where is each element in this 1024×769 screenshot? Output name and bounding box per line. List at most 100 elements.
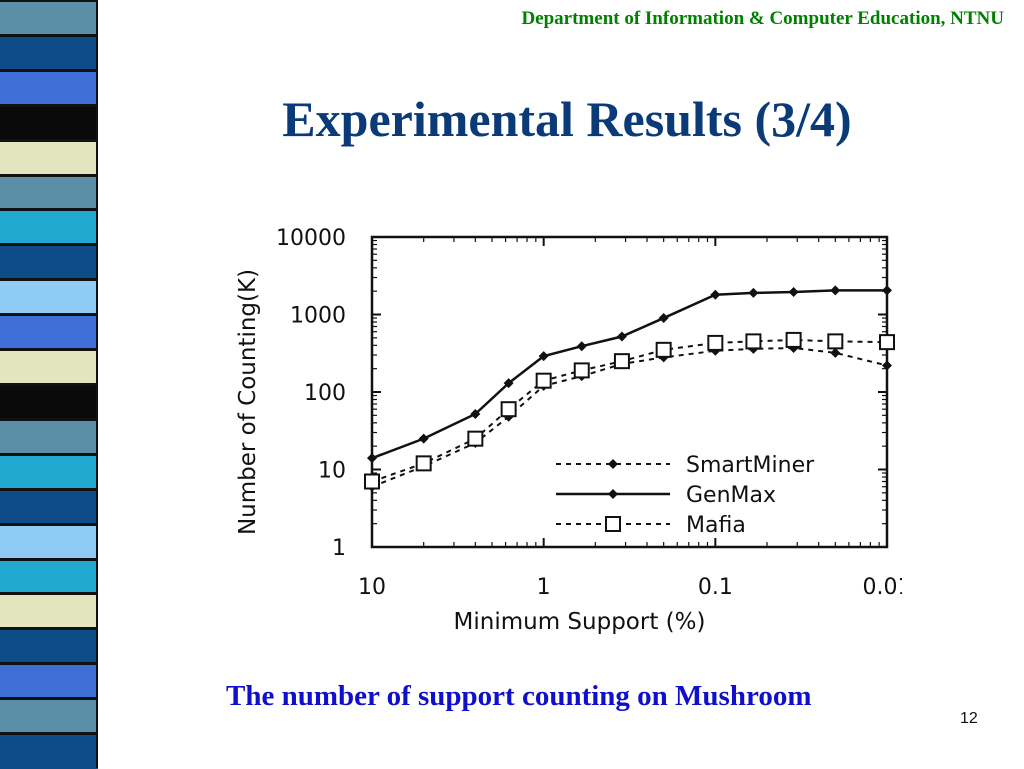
stripe-block bbox=[0, 314, 98, 351]
mafia-point bbox=[745, 333, 762, 350]
legend-label-smartminer: SmartMiner bbox=[686, 453, 815, 478]
x-tick-label: 0.1 bbox=[698, 575, 733, 600]
genmax-point bbox=[418, 433, 429, 444]
stripe-divider bbox=[0, 0, 98, 2]
stripe-block bbox=[0, 418, 98, 455]
plot-border bbox=[370, 235, 889, 549]
mafia-point bbox=[827, 333, 844, 350]
legend-marker-mafia bbox=[605, 516, 621, 532]
stripe-block bbox=[0, 488, 98, 525]
stripe-block bbox=[0, 349, 98, 385]
stripe-divider bbox=[0, 278, 98, 282]
x-tick-label: 1 bbox=[537, 575, 551, 600]
stripe-block bbox=[0, 698, 98, 735]
x-tick-label: 10 bbox=[358, 575, 386, 600]
stripe-block bbox=[0, 69, 98, 106]
series-layer bbox=[364, 285, 895, 492]
mafia-point bbox=[573, 362, 590, 379]
stripe-block bbox=[0, 593, 98, 630]
genmax-point bbox=[470, 409, 481, 420]
stripe-divider bbox=[0, 173, 98, 177]
axis-ticks bbox=[371, 236, 888, 548]
mafia-point bbox=[707, 334, 724, 351]
genmax-point bbox=[658, 313, 669, 324]
stripe-divider bbox=[0, 383, 98, 386]
stripe-block bbox=[0, 453, 98, 490]
y-tick-label: 1000 bbox=[290, 304, 346, 329]
genmax-point bbox=[830, 285, 841, 296]
stripe-divider bbox=[0, 417, 98, 421]
stripe-divider bbox=[0, 522, 98, 526]
genmax-point bbox=[367, 453, 377, 464]
stripe-block bbox=[0, 384, 98, 420]
stripe-divider bbox=[0, 732, 98, 736]
stripe-divider bbox=[0, 103, 98, 107]
y-axis-label: Number of Counting(K) bbox=[235, 269, 261, 535]
stripe-divider bbox=[0, 487, 98, 491]
stripe-block bbox=[0, 244, 98, 281]
stripe-divider bbox=[0, 662, 98, 666]
stripe-edge bbox=[96, 0, 98, 768]
y-tick-label: 100 bbox=[304, 381, 346, 406]
legend-label-mafia: Mafia bbox=[686, 513, 746, 538]
legend: SmartMiner GenMax Mafia bbox=[556, 453, 815, 538]
legend-marker-genmax bbox=[608, 489, 618, 499]
stripe-block bbox=[0, 733, 98, 769]
stripe-divider bbox=[0, 452, 98, 456]
stripe-divider bbox=[0, 627, 98, 631]
stripe-divider bbox=[0, 68, 98, 72]
genmax-point bbox=[538, 351, 549, 362]
slide-title: Experimental Results (3/4) bbox=[282, 91, 852, 147]
series-genmax bbox=[367, 285, 892, 464]
smartminer-point bbox=[788, 342, 799, 353]
stripe-divider bbox=[0, 208, 98, 212]
stripe-block bbox=[0, 558, 98, 595]
plot-frame bbox=[370, 235, 889, 549]
mafia-point bbox=[467, 430, 484, 447]
stripe-block bbox=[0, 209, 98, 246]
stripe-block bbox=[0, 174, 98, 211]
page-number: 12 bbox=[960, 710, 978, 727]
stripe-divider bbox=[0, 557, 98, 561]
stripe-divider bbox=[0, 313, 98, 317]
department-header: Department of Information & Computer Edu… bbox=[521, 8, 1004, 29]
mafia-point bbox=[535, 372, 552, 389]
legend-marker-smartminer bbox=[608, 459, 618, 469]
stripe-divider bbox=[0, 138, 98, 142]
y-tick-label: 10000 bbox=[276, 226, 346, 251]
stripe-block bbox=[0, 34, 98, 71]
stripe-block bbox=[0, 104, 98, 141]
stripe-divider bbox=[0, 243, 98, 247]
genmax-point bbox=[748, 287, 759, 298]
stripe-block bbox=[0, 0, 98, 36]
stripe-divider bbox=[0, 348, 98, 352]
chart-caption: The number of support counting on Mushro… bbox=[226, 680, 812, 712]
stripe-block bbox=[0, 279, 98, 316]
x-tick-label: 0.01 bbox=[863, 575, 902, 600]
mafia-point bbox=[364, 473, 380, 490]
legend-label-genmax: GenMax bbox=[686, 483, 776, 508]
stripe-block bbox=[0, 523, 98, 560]
genmax-point bbox=[576, 341, 587, 352]
stripe-divider bbox=[0, 592, 98, 596]
mafia-point bbox=[785, 331, 802, 348]
smartminer-point bbox=[882, 360, 892, 371]
genmax-point bbox=[616, 331, 627, 342]
genmax-point bbox=[710, 289, 721, 300]
mafia-point bbox=[879, 334, 895, 351]
genmax-line bbox=[371, 289, 887, 460]
genmax-point bbox=[503, 378, 514, 389]
stripe-block bbox=[0, 139, 98, 176]
y-tick-label: 10 bbox=[318, 459, 346, 484]
mafia-point bbox=[655, 341, 672, 358]
stripe-block bbox=[0, 628, 98, 665]
support-counting-chart: 1 10 100 1000 10000 10 1 0.1 0.01 SmartMiner GenM… bbox=[235, 226, 902, 635]
stripe-divider bbox=[0, 33, 98, 37]
decorative-stripe bbox=[0, 0, 98, 769]
stripe-divider bbox=[0, 697, 98, 701]
genmax-point bbox=[882, 285, 892, 296]
mafia-point bbox=[415, 455, 432, 472]
mafia-point bbox=[500, 401, 517, 418]
mafia-point bbox=[613, 353, 630, 370]
series-mafia bbox=[364, 331, 895, 490]
